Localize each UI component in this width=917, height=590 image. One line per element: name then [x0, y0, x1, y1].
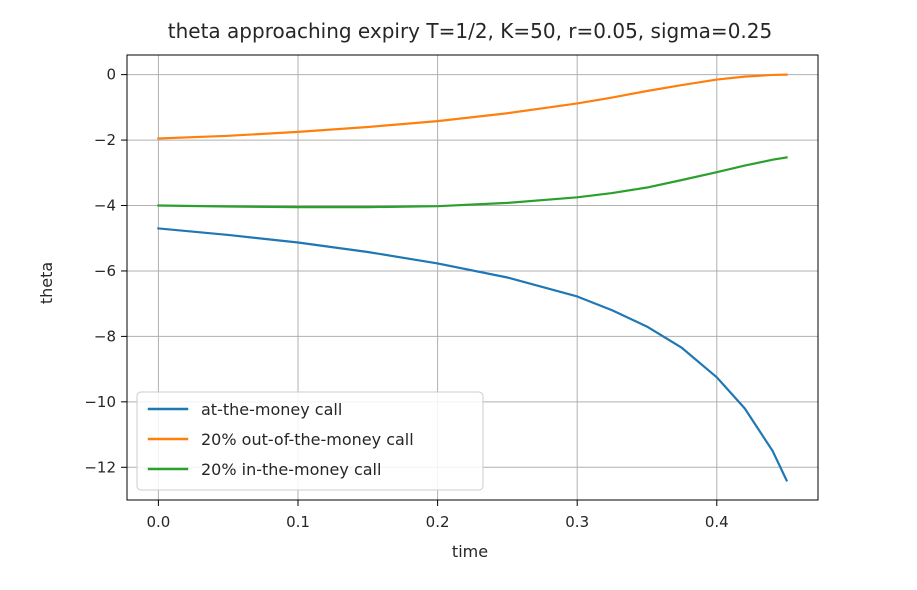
x-tick-label: 0.0 — [146, 513, 170, 531]
y-tick-label: −10 — [84, 393, 116, 411]
y-tick-label: −2 — [94, 131, 116, 149]
series-line-20pct-in-the-money-call — [157, 156, 788, 209]
y-tick-label: −12 — [84, 458, 116, 476]
y-tick-label: −8 — [94, 327, 116, 345]
series-line-20pct-out-of-the-money-call — [157, 73, 788, 140]
x-tick-label: 0.1 — [286, 513, 310, 531]
legend-label-20pct-out-of-the-money-call: 20% out-of-the-money call — [201, 430, 414, 449]
legend-label-20pct-in-the-money-call: 20% in-the-money call — [201, 460, 381, 479]
legend: at-the-money call 20% out-of-the-money c… — [136, 391, 484, 491]
legend-box — [136, 391, 484, 491]
x-tick-label: 0.3 — [565, 513, 589, 531]
y-axis-label: theta — [37, 262, 56, 304]
series-line-at-the-money-call — [157, 227, 789, 482]
x-tick-label: 0.2 — [426, 513, 450, 531]
x-axis-label: time — [452, 542, 488, 561]
plot-area-frame — [126, 54, 819, 501]
axis-ticks: 0.0 0.1 0.2 0.3 0.4 0 −2 −4 −6 −8 −10 −12 — [84, 66, 728, 531]
y-tick-label: 0 — [106, 66, 116, 84]
y-tick-label: −4 — [94, 197, 116, 215]
x-tick-label: 0.4 — [705, 513, 729, 531]
chart-title: theta approaching expiry T=1/2, K=50, r=… — [168, 19, 772, 43]
series-lines — [157, 73, 789, 482]
y-tick-label: −6 — [94, 262, 116, 280]
legend-label-at-the-money-call: at-the-money call — [201, 400, 342, 419]
